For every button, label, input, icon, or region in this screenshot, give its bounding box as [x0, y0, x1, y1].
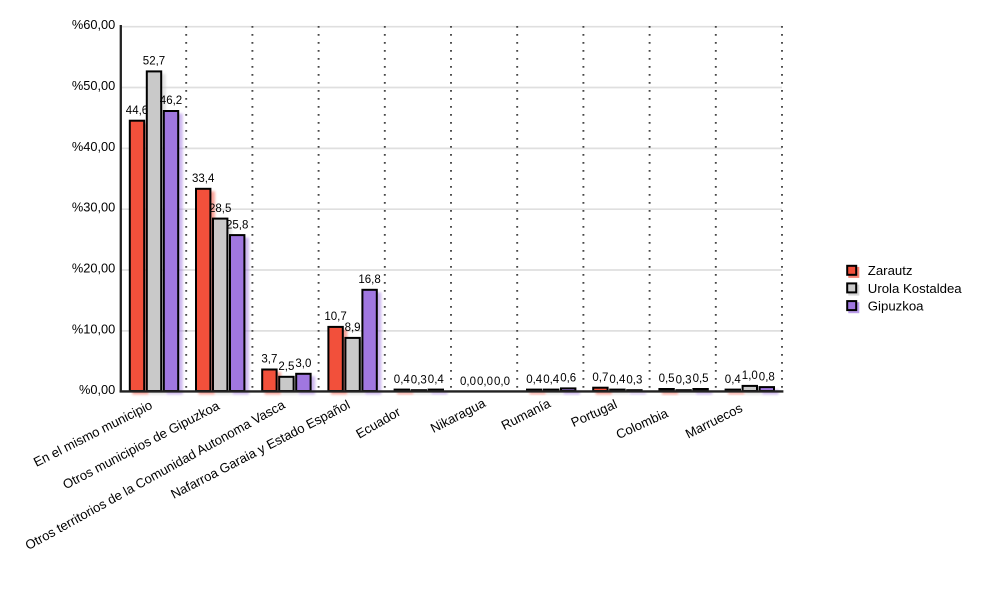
svg-text:0,8: 0,8	[759, 371, 775, 383]
svg-text:8,9: 8,9	[345, 322, 361, 334]
svg-text:3,0: 3,0	[295, 358, 311, 370]
svg-text:Urola Kostaldea: Urola Kostaldea	[868, 281, 962, 296]
svg-text:%40,00: %40,00	[72, 139, 115, 154]
svg-text:0,4: 0,4	[543, 374, 560, 386]
svg-text:0,7: 0,7	[592, 372, 608, 384]
svg-text:25,8: 25,8	[226, 219, 248, 231]
svg-text:0,3: 0,3	[676, 374, 692, 386]
svg-text:2,5: 2,5	[278, 361, 294, 373]
svg-text:10,7: 10,7	[324, 311, 346, 323]
svg-text:%30,00: %30,00	[72, 200, 115, 215]
svg-text:0,0: 0,0	[494, 376, 510, 388]
svg-text:0,4: 0,4	[428, 374, 445, 386]
svg-text:0,4: 0,4	[725, 374, 742, 386]
svg-text:0,3: 0,3	[626, 374, 642, 386]
svg-text:Zarautz: Zarautz	[868, 263, 913, 278]
svg-text:%10,00: %10,00	[72, 321, 115, 336]
svg-text:0,0: 0,0	[460, 376, 476, 388]
svg-text:52,7: 52,7	[143, 56, 165, 68]
svg-text:0,4: 0,4	[526, 374, 543, 386]
svg-text:0,6: 0,6	[560, 373, 576, 385]
svg-text:%20,00: %20,00	[72, 261, 115, 276]
svg-text:1,0: 1,0	[742, 370, 758, 382]
svg-text:3,7: 3,7	[261, 354, 277, 366]
svg-text:0,4: 0,4	[609, 374, 626, 386]
svg-text:0,3: 0,3	[411, 374, 427, 386]
svg-text:0,0: 0,0	[477, 376, 493, 388]
svg-text:28,5: 28,5	[209, 203, 231, 215]
svg-text:%50,00: %50,00	[72, 78, 115, 93]
svg-text:44,6: 44,6	[126, 105, 148, 117]
svg-text:33,4: 33,4	[192, 173, 215, 185]
svg-text:0,4: 0,4	[394, 374, 411, 386]
svg-text:16,8: 16,8	[358, 274, 380, 286]
svg-text:%0,00: %0,00	[79, 382, 115, 397]
svg-text:0,5: 0,5	[659, 373, 675, 385]
svg-text:0,5: 0,5	[693, 373, 709, 385]
svg-text:%60,00: %60,00	[72, 17, 115, 32]
svg-text:Gipuzkoa: Gipuzkoa	[868, 299, 924, 314]
svg-text:46,2: 46,2	[160, 95, 182, 107]
